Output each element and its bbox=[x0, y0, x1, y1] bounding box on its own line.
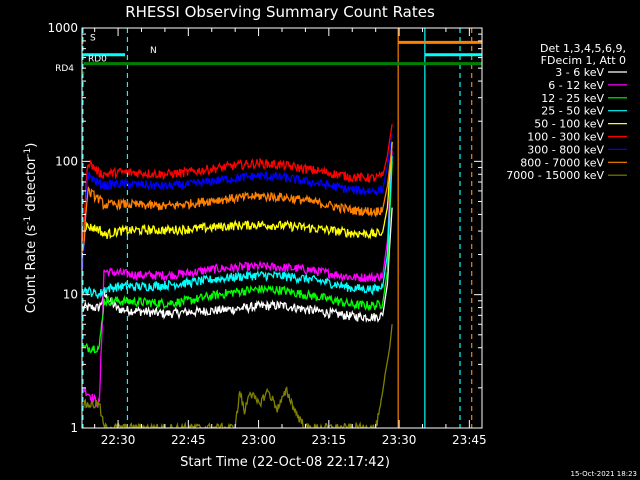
legend-label: 25 - 50 keV bbox=[541, 105, 604, 118]
y-axis-label-part2: detector bbox=[24, 156, 39, 216]
x-axis-label: Start Time (22-Oct-08 22:17:42) bbox=[180, 455, 390, 470]
series-group bbox=[82, 124, 393, 428]
series-line bbox=[82, 141, 393, 240]
y-axis-label-part3: ) bbox=[24, 143, 39, 148]
x-tick-label: 23:45 bbox=[452, 433, 487, 447]
x-tick-label: 23:30 bbox=[382, 433, 417, 447]
legend-label: 800 - 7000 keV bbox=[520, 156, 604, 169]
y-tick-label: 100 bbox=[55, 154, 78, 168]
legend-label: 3 - 6 keV bbox=[555, 66, 604, 79]
y-tick-label: 1000 bbox=[47, 21, 78, 35]
status-bar-label: N bbox=[150, 46, 157, 56]
series-line bbox=[82, 150, 393, 408]
legend: Det 1,3,4,5,6,9, FDecim 1, Att 0 3 - 6 k… bbox=[506, 42, 627, 182]
y-axis-label-sup1: -1 bbox=[23, 216, 33, 225]
y-tick-label: 10 bbox=[63, 288, 78, 302]
y-tick-label: 1 bbox=[70, 421, 78, 435]
series-line bbox=[82, 134, 393, 270]
y-axis-label-part1: Count Rate (s bbox=[24, 225, 39, 314]
series-line bbox=[82, 324, 393, 428]
legend-label: 100 - 300 keV bbox=[527, 131, 604, 144]
x-tick-label: 23:15 bbox=[312, 433, 347, 447]
chart-title: RHESSI Observing Summary Count Rates bbox=[125, 3, 435, 21]
series-line bbox=[82, 146, 393, 251]
vertical-markers bbox=[82, 28, 473, 428]
legend-header-2: FDecim 1, Att 0 bbox=[541, 54, 626, 67]
legend-label: 300 - 800 keV bbox=[527, 143, 604, 156]
status-bar-label: RD0 bbox=[88, 55, 107, 65]
y-axis-label: Count Rate (s-1 detector-1) bbox=[23, 143, 39, 314]
legend-label: 6 - 12 keV bbox=[548, 79, 604, 92]
x-tick-label: 22:45 bbox=[171, 433, 206, 447]
status-bar-label: S bbox=[90, 33, 96, 43]
legend-label: 7000 - 15000 keV bbox=[506, 169, 604, 182]
legend-label: 50 - 100 keV bbox=[534, 118, 604, 131]
series-line bbox=[82, 155, 393, 299]
y-axis: 1 10 100 1000 bbox=[47, 21, 482, 435]
x-tick-label: 22:30 bbox=[101, 433, 136, 447]
status-bar-label: RD4 bbox=[55, 64, 74, 74]
footer-timestamp: 15-Oct-2021 18:23 bbox=[571, 470, 637, 478]
series-line bbox=[82, 124, 393, 241]
legend-header-1: Det 1,3,4,5,6,9, bbox=[540, 42, 626, 55]
status-labels: S N RD0 RD4 bbox=[55, 33, 157, 74]
x-axis: 22:30 22:45 23:00 23:15 23:30 23:45 bbox=[94, 28, 487, 447]
x-tick-label: 23:00 bbox=[241, 433, 276, 447]
series-line bbox=[82, 207, 393, 324]
y-axis-label-sup2: -1 bbox=[23, 148, 33, 157]
status-bars bbox=[82, 40, 482, 75]
series-line bbox=[82, 161, 393, 354]
legend-label: 12 - 25 keV bbox=[541, 92, 604, 105]
